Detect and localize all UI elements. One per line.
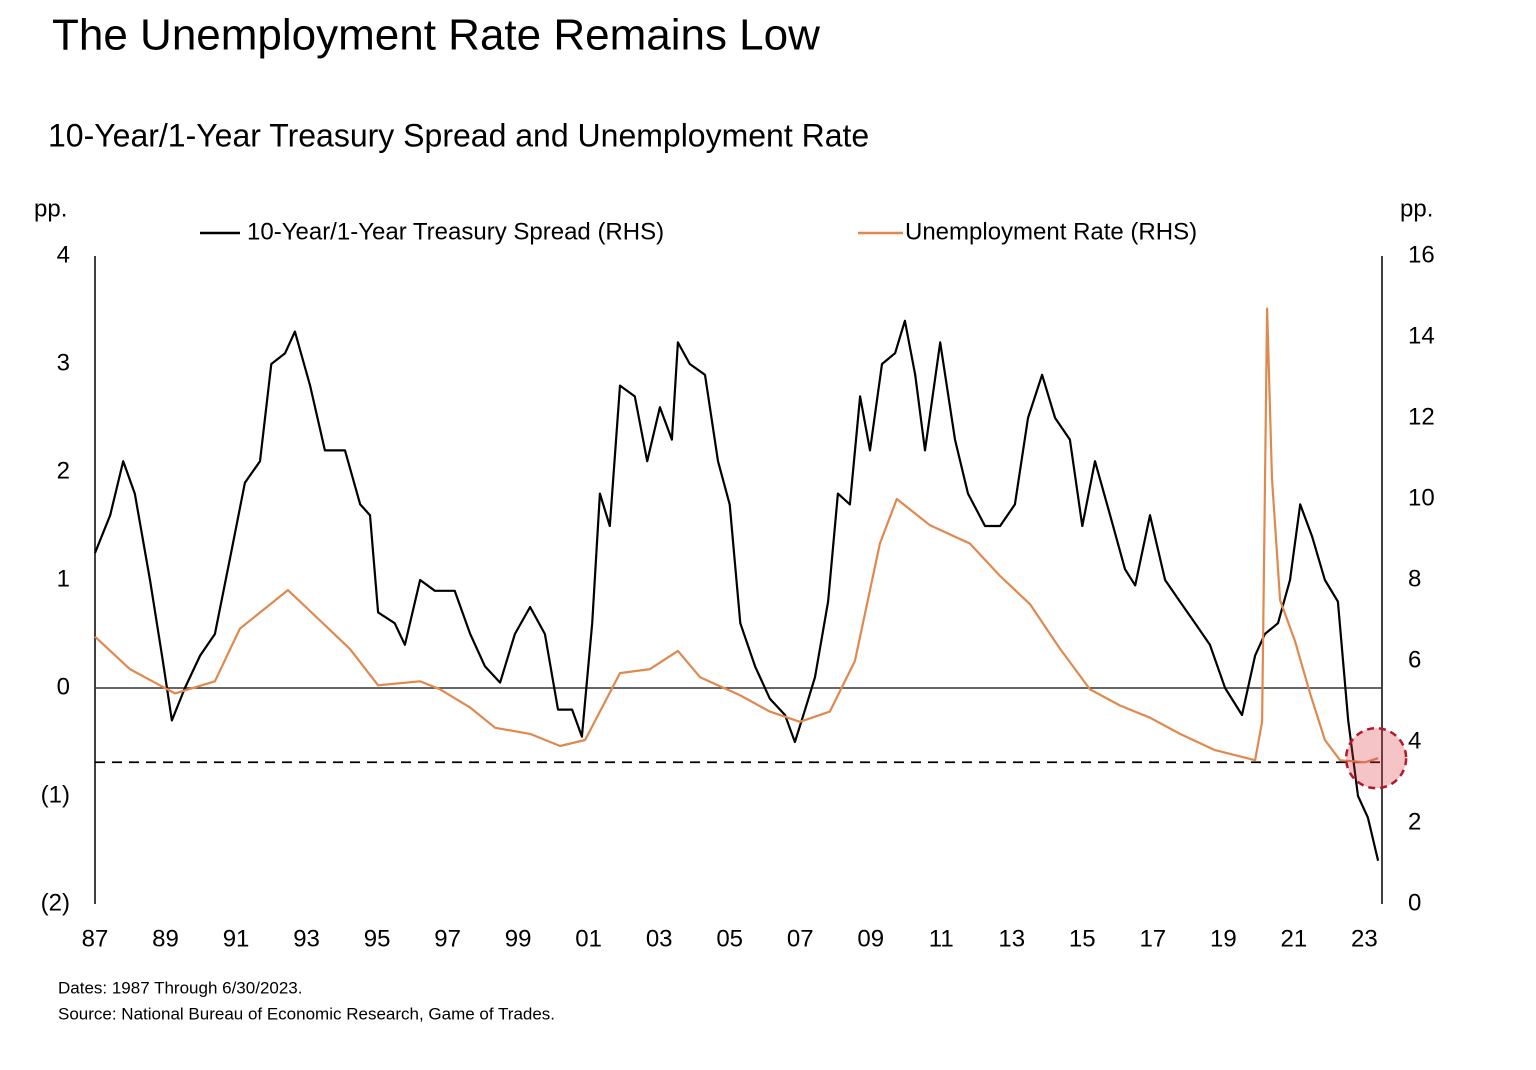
highlight-circle <box>1344 726 1408 790</box>
y2-tick-label: 12 <box>1408 403 1435 430</box>
y-axis-unit: pp. <box>34 195 67 222</box>
y-tick-label: 0 <box>57 673 70 700</box>
x-tick-label: 17 <box>1139 925 1166 952</box>
series-line <box>93 319 1380 862</box>
x-tick-label: 13 <box>998 925 1025 952</box>
y2-axis-unit: pp. <box>1400 195 1433 222</box>
x-tick-label: 11 <box>929 925 954 952</box>
y-tick-label: 3 <box>57 349 70 376</box>
y2-tick-label: 10 <box>1408 484 1435 511</box>
y2-tick-label: 2 <box>1408 808 1421 835</box>
y2-tick-label: 6 <box>1408 646 1421 673</box>
y-tick-label: 2 <box>57 457 70 484</box>
y-tick-label: 1 <box>57 565 70 592</box>
x-tick-label: 15 <box>1069 925 1096 952</box>
x-tick-label: 97 <box>434 925 461 952</box>
x-tick-label: 03 <box>646 925 673 952</box>
x-tick-label: 91 <box>223 925 250 952</box>
chart-subtitle: 10-Year/1-Year Treasury Spread and Unemp… <box>48 117 869 153</box>
y2-tick-label: 8 <box>1408 565 1421 592</box>
x-tick-label: 09 <box>857 925 884 952</box>
y2-tick-label: 4 <box>1408 727 1421 754</box>
x-tick-label: 23 <box>1351 925 1378 952</box>
x-tick-label: 87 <box>82 925 109 952</box>
legend-label: Unemployment Rate (RHS) <box>905 218 1197 245</box>
y-tick-label: 4 <box>57 241 70 268</box>
series-line <box>94 307 1379 764</box>
x-tick-label: 89 <box>152 925 179 952</box>
y2-tick-label: 0 <box>1408 889 1421 916</box>
x-tick-label: 05 <box>716 925 743 952</box>
chart-title: The Unemployment Rate Remains Low <box>52 11 820 60</box>
footnote: Dates: 1987 Through 6/30/2023. <box>58 978 302 997</box>
x-tick-label: 95 <box>364 925 391 952</box>
y-tick-label: (1) <box>41 781 70 808</box>
y2-tick-label: 16 <box>1408 241 1435 268</box>
x-tick-label: 93 <box>293 925 320 952</box>
x-tick-label: 01 <box>575 925 602 952</box>
y-tick-label: (2) <box>41 889 70 916</box>
x-tick-label: 99 <box>505 925 532 952</box>
footnote: Source: National Bureau of Economic Rese… <box>58 1004 555 1023</box>
x-tick-label: 19 <box>1210 925 1237 952</box>
y2-tick-label: 14 <box>1408 322 1435 349</box>
x-tick-label: 21 <box>1280 925 1307 952</box>
x-tick-label: 07 <box>787 925 814 952</box>
legend-label: 10-Year/1-Year Treasury Spread (RHS) <box>247 218 664 245</box>
